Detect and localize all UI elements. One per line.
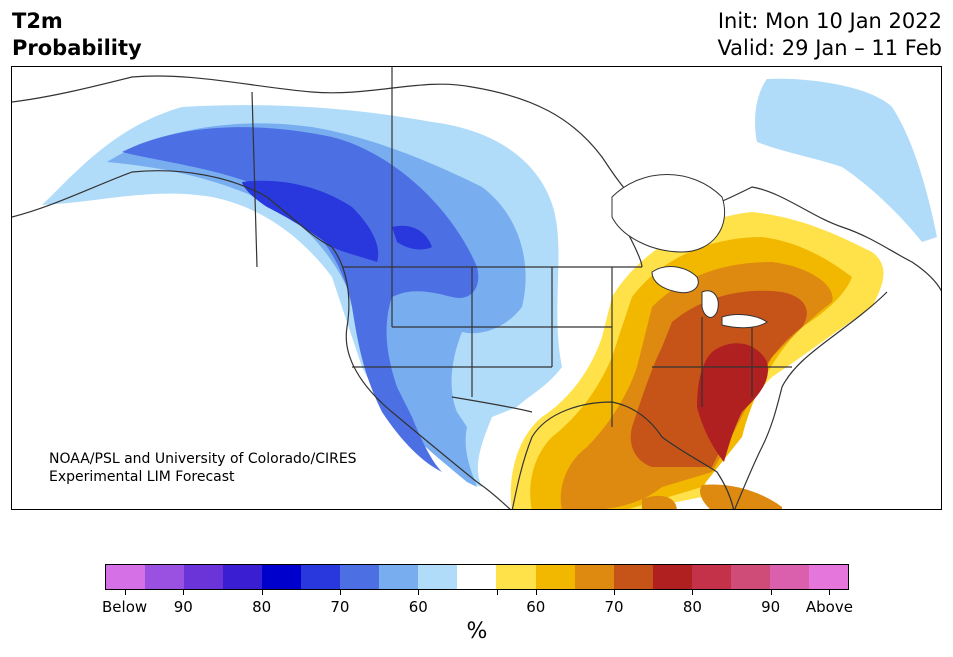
colorbar-segment bbox=[535, 565, 575, 589]
colorbar-segment bbox=[106, 565, 146, 589]
colorbar-segment bbox=[457, 565, 497, 589]
colorbar-segment bbox=[379, 565, 419, 589]
below-90-region-2 bbox=[392, 225, 432, 250]
colorbar-tick bbox=[829, 590, 831, 595]
colorbar-tick bbox=[770, 590, 772, 595]
colorbar-tick-label: 90 bbox=[761, 598, 781, 616]
colorbar-tick bbox=[339, 590, 341, 595]
colorbar-segment bbox=[184, 565, 224, 589]
colorbar-tick bbox=[418, 590, 420, 595]
probability-colorbar bbox=[105, 564, 849, 590]
colorbar-segment bbox=[145, 565, 185, 589]
colorbar-tick-label: 70 bbox=[604, 598, 624, 616]
init-date: Init: Mon 10 Jan 2022 bbox=[717, 9, 942, 33]
colorbar-tick bbox=[692, 590, 694, 595]
credit-line-2: Experimental LIM Forecast bbox=[49, 469, 235, 485]
great-lakes bbox=[651, 266, 768, 329]
colorbar-segment bbox=[301, 565, 341, 589]
product-name: Probability bbox=[12, 36, 142, 60]
colorbar-segment bbox=[418, 565, 458, 589]
colorbar-tick bbox=[496, 590, 498, 595]
credit-line-1: NOAA/PSL and University of Colorado/CIRE… bbox=[49, 451, 357, 467]
colorbar-tick-label: Above bbox=[805, 598, 853, 616]
colorbar-tick bbox=[614, 590, 616, 595]
colorbar-segment bbox=[613, 565, 653, 589]
colorbar-unit: % bbox=[466, 619, 488, 644]
colorbar-tick-label: 80 bbox=[252, 598, 272, 616]
colorbar-tick bbox=[124, 590, 126, 595]
colorbar-segment bbox=[574, 565, 614, 589]
forecast-dates: Init: Mon 10 Jan 2022 Valid: 29 Jan – 11… bbox=[717, 8, 942, 62]
colorbar-tick-label: 90 bbox=[173, 598, 193, 616]
colorbar-tick bbox=[261, 590, 263, 595]
colorbar-tick-label: 60 bbox=[408, 598, 428, 616]
below-60-region-arctic bbox=[755, 78, 937, 242]
colorbar-tick bbox=[535, 590, 537, 595]
colorbar-tick-label: 60 bbox=[526, 598, 546, 616]
forecast-map bbox=[11, 66, 942, 510]
credit-text: NOAA/PSL and University of Colorado/CIRE… bbox=[49, 450, 357, 486]
above-region-caribbean bbox=[642, 484, 782, 509]
colorbar-tick-label: Below bbox=[102, 598, 148, 616]
above-max-region bbox=[697, 343, 768, 462]
colorbar-segment bbox=[340, 565, 380, 589]
variable-name: T2m bbox=[12, 9, 63, 33]
colorbar-tick-label: 80 bbox=[682, 598, 702, 616]
below-80-region bbox=[122, 127, 479, 472]
colorbar-segment bbox=[496, 565, 536, 589]
valid-range: Valid: 29 Jan – 11 Feb bbox=[717, 36, 942, 60]
coastline-outline bbox=[12, 67, 941, 509]
colorbar-segment bbox=[652, 565, 692, 589]
colorbar-tick bbox=[183, 590, 185, 595]
hudson-bay bbox=[611, 174, 726, 253]
below-90-region bbox=[242, 180, 379, 262]
colorbar-segment bbox=[730, 565, 770, 589]
map-canvas bbox=[12, 67, 941, 509]
colorbar-segment bbox=[769, 565, 809, 589]
colorbar-tick-label: 70 bbox=[330, 598, 350, 616]
colorbar-segment bbox=[691, 565, 731, 589]
colorbar-segment bbox=[262, 565, 302, 589]
colorbar-segment bbox=[808, 565, 848, 589]
colorbar-ticks bbox=[105, 590, 849, 598]
map-title: T2m Probability bbox=[12, 8, 142, 62]
colorbar-segment bbox=[223, 565, 263, 589]
